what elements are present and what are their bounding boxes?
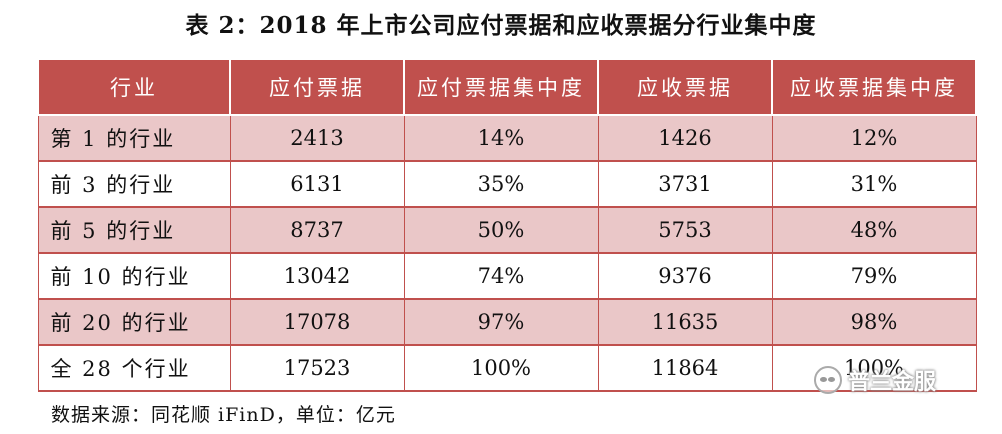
industry-cell: 前 20 的行业 [37, 298, 231, 345]
table-row: 前 20 的行业 17078 97% 11635 98% [37, 298, 977, 345]
table-row: 前 3 的行业 6131 35% 3731 31% [37, 160, 977, 207]
receivables-cell: 11635 [597, 298, 773, 345]
payables-concentration-cell: 14% [403, 114, 599, 161]
source-note: 数据来源：同花顺 iFinD，单位：亿元 [51, 404, 396, 426]
industry-cell: 前 3 的行业 [37, 160, 231, 207]
header-cell-industry: 行业 [37, 58, 231, 116]
receivables-concentration-cell: 100% [771, 344, 977, 392]
receivables-cell: 1426 [597, 114, 773, 161]
industry-cell: 前 10 的行业 [37, 252, 231, 299]
payables-concentration-cell: 100% [403, 344, 599, 392]
receivables-cell: 11864 [597, 344, 773, 392]
payables-cell: 17523 [229, 344, 405, 392]
data-table: 行业 应付票据 应付票据集中度 应收票据 应收票据集中度 第 1 的行业 241… [37, 58, 977, 392]
receivables-cell: 9376 [597, 252, 773, 299]
receivables-concentration-cell: 79% [771, 252, 977, 299]
header-row: 行业 应付票据 应付票据集中度 应收票据 应收票据集中度 [37, 58, 977, 116]
table-title: 表 2：2018 年上市公司应付票据和应收票据分行业集中度 [185, 12, 817, 39]
receivables-cell: 5753 [597, 206, 773, 253]
table-row: 第 1 的行业 2413 14% 1426 12% [37, 114, 977, 161]
wechat-icon [814, 366, 842, 394]
payables-cell: 8737 [229, 206, 405, 253]
watermark: 普兰金服 [814, 364, 936, 396]
table-row: 全 28 个行业 17523 100% 11864 100% [37, 344, 977, 392]
payables-concentration-cell: 74% [403, 252, 599, 299]
receivables-concentration-cell: 48% [771, 206, 977, 253]
payables-cell: 17078 [229, 298, 405, 345]
payables-cell: 13042 [229, 252, 405, 299]
watermark-text: 普兰金服 [848, 370, 937, 395]
industry-cell: 第 1 的行业 [37, 114, 231, 161]
header-cell-payables: 应付票据 [229, 58, 405, 116]
payables-concentration-cell: 97% [403, 298, 599, 345]
header-cell-receivables-concentration: 应收票据集中度 [771, 58, 977, 116]
header-cell-receivables: 应收票据 [597, 58, 773, 116]
payables-concentration-cell: 50% [403, 206, 599, 253]
receivables-concentration-cell: 12% [771, 114, 977, 161]
industry-cell: 前 5 的行业 [37, 206, 231, 253]
receivables-concentration-cell: 98% [771, 298, 977, 345]
industry-cell: 全 28 个行业 [37, 344, 231, 392]
table-row: 前 5 的行业 8737 50% 5753 48% [37, 206, 977, 253]
receivables-cell: 3731 [597, 160, 773, 207]
header-cell-payables-concentration: 应付票据集中度 [403, 58, 599, 116]
payables-cell: 6131 [229, 160, 405, 207]
table-row: 前 10 的行业 13042 74% 9376 79% [37, 252, 977, 299]
receivables-concentration-cell: 31% [771, 160, 977, 207]
payables-cell: 2413 [229, 114, 405, 161]
payables-concentration-cell: 35% [403, 160, 599, 207]
